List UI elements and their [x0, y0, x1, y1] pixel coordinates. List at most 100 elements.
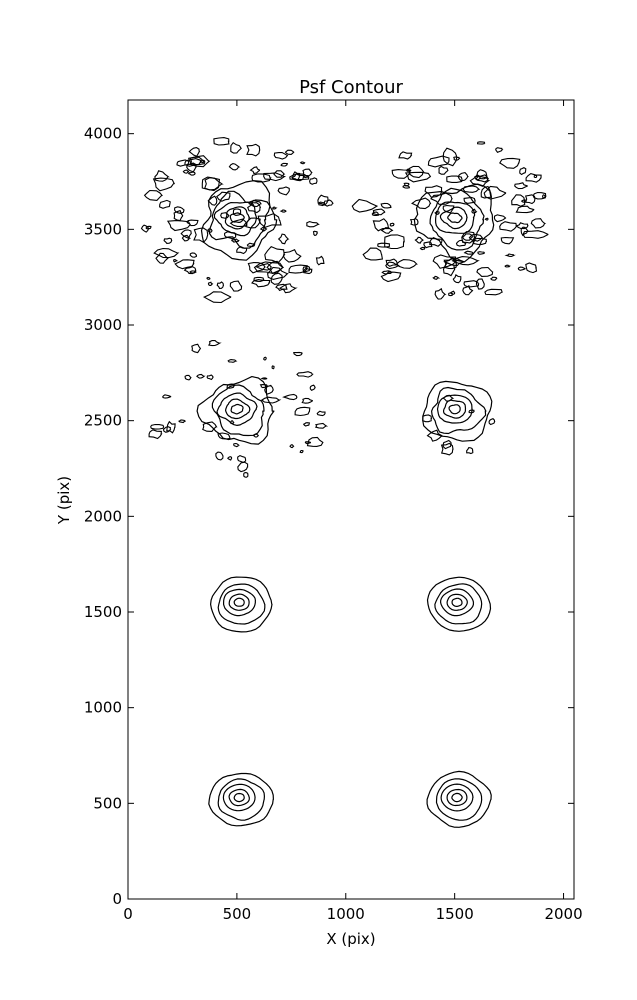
noise-contour [426, 429, 443, 442]
noise-contour [188, 147, 201, 157]
noise-contour [312, 230, 319, 236]
contour-level [223, 588, 256, 617]
noise-contour [438, 165, 449, 175]
noise-contour [522, 230, 549, 239]
noise-contour [316, 410, 326, 417]
contour-level [208, 772, 274, 827]
noise-contour [227, 359, 238, 363]
noise-contour [451, 256, 480, 266]
noise-contour [216, 191, 231, 202]
axis-ticks: 0 500 1000 1500 2000 0 500 1000 1500 2000 2500 3000… [84, 100, 583, 923]
y-tick-label: 2500 [84, 412, 122, 430]
noise-contour [462, 284, 474, 296]
noise-contour [271, 206, 278, 210]
noise-contour [206, 374, 214, 381]
contour-level [451, 597, 463, 607]
contour-level [446, 593, 468, 611]
noise-contour [499, 221, 518, 232]
noise-contour [480, 185, 493, 199]
noise-contour [419, 246, 426, 251]
y-tick-label: 1500 [84, 603, 122, 621]
noise-contour [173, 209, 184, 222]
noise-contour [453, 156, 461, 161]
contour-level [210, 576, 273, 633]
noise-contour [476, 169, 488, 180]
contour-level [447, 212, 463, 224]
noise-contour [323, 199, 334, 207]
noise-contour [468, 409, 475, 414]
noise-contour [230, 420, 235, 424]
y-tick-label: 4000 [84, 125, 122, 143]
noise-contour [208, 340, 222, 347]
noise-contour [186, 219, 199, 227]
noise-contour [236, 246, 248, 255]
noise-contour [385, 261, 400, 270]
noise-contour [213, 137, 230, 146]
noise-contour [542, 194, 547, 199]
psf-contour-group [426, 576, 492, 632]
noise-contour [291, 173, 305, 182]
noise-contour [514, 182, 528, 190]
noise-contour [182, 169, 190, 174]
noise-contour [294, 406, 311, 417]
noise-contour [409, 218, 419, 226]
noise-contour [206, 276, 211, 280]
noise-contour [282, 393, 298, 401]
noise-contour [140, 224, 150, 233]
noise-contour [452, 274, 462, 284]
contour-level [443, 399, 467, 419]
noise-contour [232, 208, 242, 216]
noise-contour [463, 280, 480, 288]
noise-contour [252, 433, 260, 438]
noise-contour [442, 439, 452, 450]
noise-contour [504, 264, 511, 268]
noise-contour [463, 196, 476, 204]
noise-contour [260, 396, 282, 404]
noise-contour [442, 147, 458, 167]
noise-contour [143, 189, 164, 201]
psf-contour-group [140, 137, 334, 304]
y-tick-label: 2000 [84, 507, 122, 525]
noise-contour [524, 194, 536, 205]
noise-contour [154, 170, 170, 182]
noise-contour [237, 454, 247, 464]
noise-contour [477, 251, 485, 255]
noise-contour [468, 233, 483, 242]
noise-contour [155, 252, 170, 264]
noise-contour [471, 208, 478, 214]
noise-contour [277, 233, 290, 245]
contour-level [228, 788, 250, 807]
contour-level [217, 583, 266, 625]
noise-contour [302, 168, 313, 177]
noise-contour [263, 172, 287, 182]
noise-contour [163, 237, 173, 244]
noise-contour [457, 171, 469, 182]
noise-contour [484, 288, 503, 296]
noise-contour [226, 456, 233, 461]
noise-contour [178, 419, 186, 424]
noise-contour [519, 166, 527, 176]
noise-contour [424, 185, 443, 198]
noise-contour [246, 143, 261, 157]
noise-contour [217, 432, 231, 440]
noise-contour [380, 227, 394, 234]
noise-contour [247, 262, 266, 274]
noise-contour [187, 171, 196, 176]
noise-contour [202, 291, 232, 304]
noise-contour [174, 259, 195, 270]
noise-contour [462, 233, 474, 241]
noise-contour [299, 449, 304, 454]
x-tick-label: 500 [223, 905, 252, 923]
contour-level [451, 792, 463, 803]
noise-contour [423, 241, 433, 249]
contour-level [233, 792, 245, 803]
contour-level [431, 386, 487, 435]
noise-contour [188, 156, 206, 166]
noise-contour [189, 252, 197, 258]
noise-contour [279, 209, 287, 213]
noise-contour [193, 227, 209, 244]
noise-contour [273, 151, 289, 160]
noise-contour [520, 226, 530, 237]
noise-contour [229, 218, 248, 227]
noise-contour [166, 220, 192, 232]
